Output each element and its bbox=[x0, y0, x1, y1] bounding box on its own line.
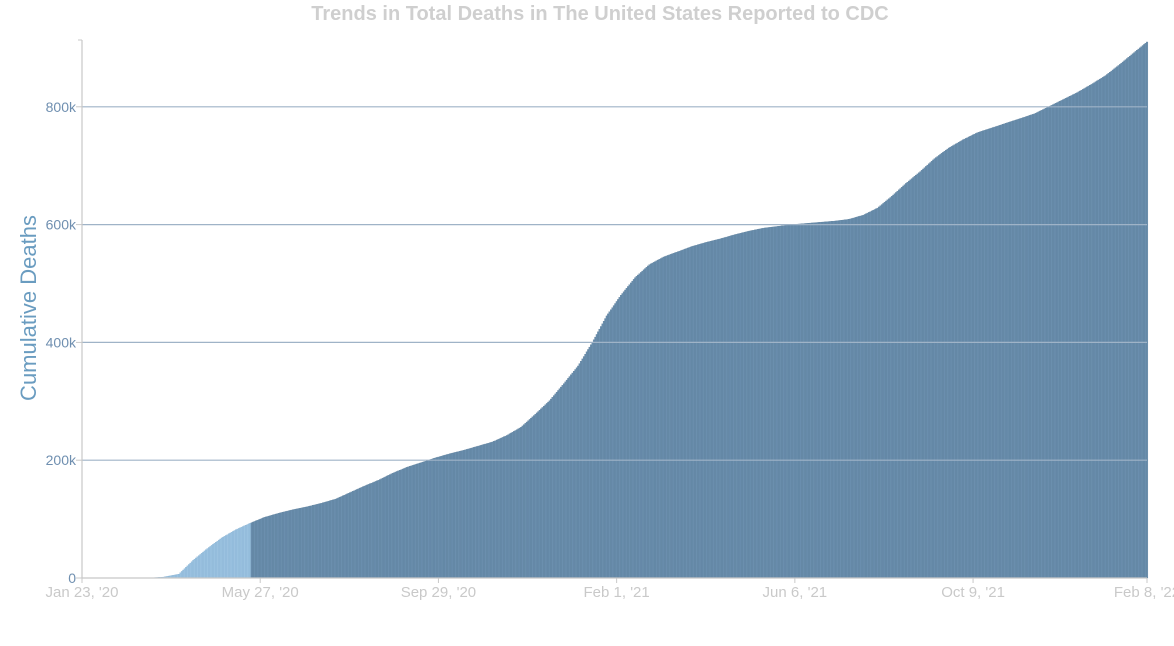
chart-title: Trends in Total Deaths in The United Sta… bbox=[311, 3, 889, 25]
x-tick-label: Jan 23, '20 bbox=[46, 584, 119, 601]
y-tick-label: 0 bbox=[68, 570, 76, 586]
x-tick-label: Jun 6, '21 bbox=[763, 584, 828, 601]
bar-layer bbox=[135, 41, 1149, 579]
y-axis-label: Cumulative Deaths bbox=[16, 215, 41, 401]
y-tick-label: 800k bbox=[46, 99, 77, 115]
y-tick-label: 200k bbox=[46, 452, 77, 468]
x-tick-label: Oct 9, '21 bbox=[941, 584, 1005, 601]
grid-layer bbox=[82, 106, 1147, 461]
x-tick-label: Feb 8, '22 bbox=[1114, 584, 1174, 601]
x-tick-label: Sep 29, '20 bbox=[401, 584, 476, 601]
bar bbox=[1146, 41, 1149, 579]
x-tick-label: Feb 1, '21 bbox=[584, 584, 650, 601]
y-tick-layer: 0 200k 400k 600k 800k bbox=[46, 99, 77, 586]
x-tick-label: May 27, '20 bbox=[222, 584, 299, 601]
y-tick-label: 400k bbox=[46, 334, 77, 350]
x-tick-layer: Jan 23, '20 May 27, '20 Sep 29, '20 Feb 1, … bbox=[46, 584, 1174, 601]
y-tick-label: 600k bbox=[46, 217, 77, 233]
axis-layer bbox=[76, 39, 1148, 583]
